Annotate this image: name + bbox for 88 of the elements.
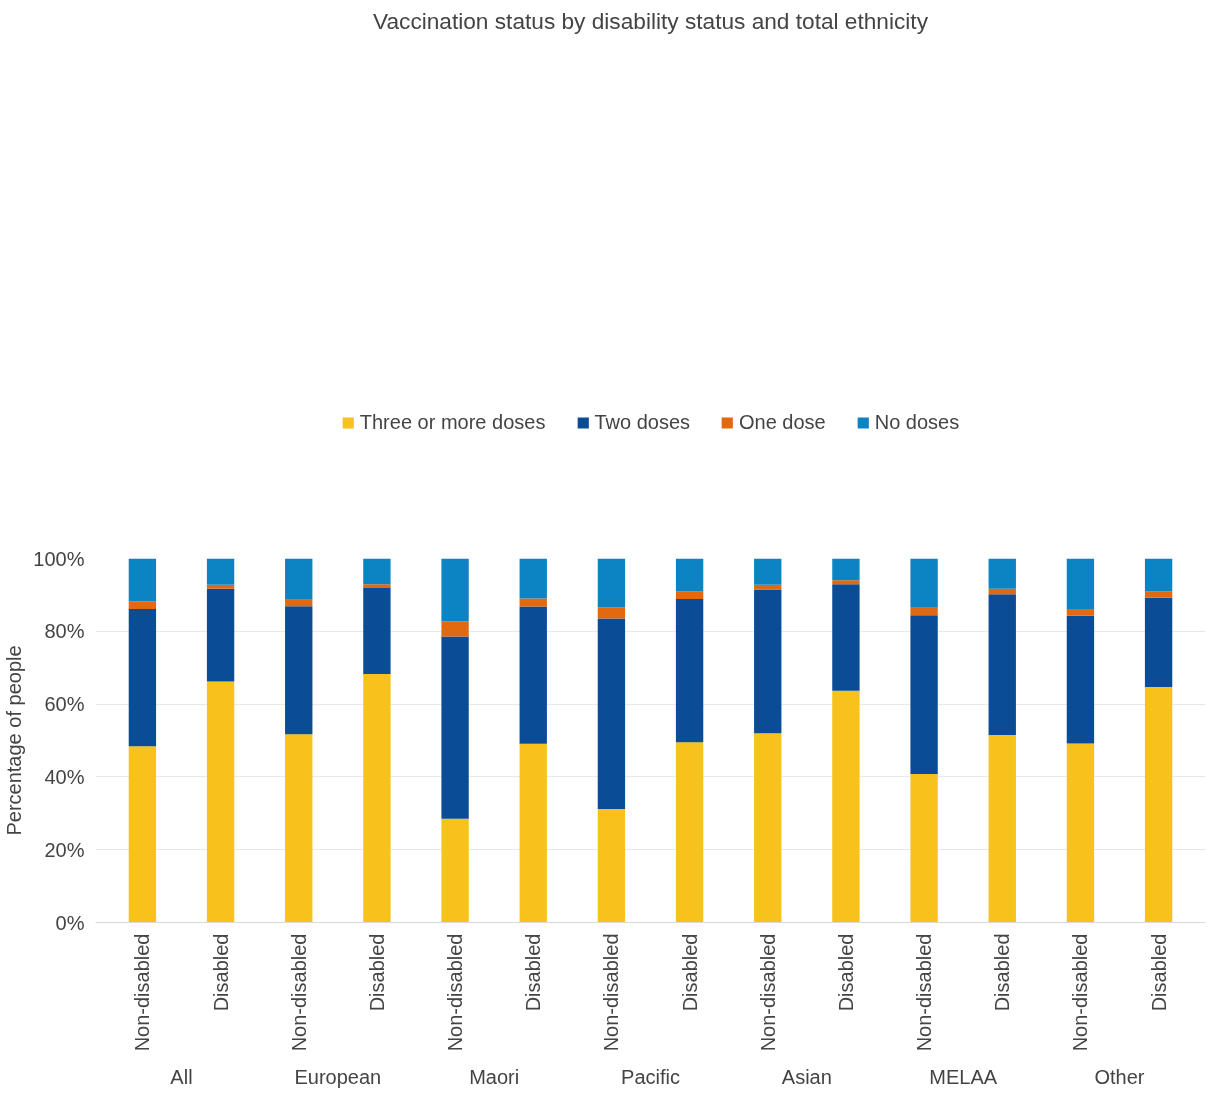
legend-label: Two doses [594, 410, 691, 434]
bar [128, 601, 157, 610]
bar [363, 584, 391, 588]
bar [519, 606, 547, 744]
x-tick-label: Non-disabled [600, 933, 623, 1052]
bar [988, 594, 1016, 736]
bar [363, 673, 391, 923]
bar [675, 742, 704, 923]
x-tick-label: Non-disabled [131, 933, 154, 1052]
bar [363, 558, 391, 585]
y-axis-title: Percentage of people [3, 645, 26, 836]
y-tick-label: 80% [44, 620, 85, 643]
legend-label: One dose [739, 410, 826, 434]
y-tick-label: 40% [44, 765, 85, 788]
bar [675, 558, 704, 592]
text: Asian [781, 1065, 832, 1088]
bar [675, 598, 704, 743]
bar [285, 558, 313, 600]
bar [441, 818, 469, 923]
bar [597, 808, 626, 923]
bar [206, 681, 235, 923]
bar [832, 690, 860, 923]
x-tick-label: Non-disabled [913, 933, 936, 1052]
text: MELAA [929, 1065, 998, 1088]
bar [754, 589, 782, 734]
y-tick-label: 0% [55, 911, 85, 934]
text: Other [1094, 1065, 1145, 1088]
bar [519, 558, 547, 599]
x-tick-label: Disabled [834, 933, 857, 1012]
x-tick-label: Disabled [365, 933, 388, 1012]
bar [519, 598, 547, 607]
y-tick-label: 60% [44, 693, 85, 716]
bar [832, 558, 860, 581]
chart-title: Vaccination status by disability status and total ethnicity [373, 7, 929, 34]
bar [910, 615, 938, 774]
x-tick-label: Non-disabled [756, 933, 779, 1052]
bar [1066, 609, 1095, 616]
x-tick-label: Non-disabled [1069, 933, 1092, 1052]
x-tick-label: Disabled [522, 933, 545, 1012]
bar [1144, 597, 1173, 687]
bar [519, 743, 547, 923]
legend-label: Three or more doses [359, 410, 546, 434]
bar [1144, 686, 1173, 923]
bar [1066, 558, 1095, 610]
bar [1066, 743, 1095, 923]
bar [128, 558, 157, 602]
x-tick-label: Non-disabled [444, 933, 467, 1052]
x-tick-label: Disabled [991, 933, 1014, 1012]
bar [988, 735, 1016, 923]
bar [128, 609, 157, 747]
bar [285, 606, 313, 735]
bar [441, 558, 469, 622]
bar [754, 558, 782, 585]
bar [441, 636, 469, 819]
bar [285, 734, 313, 923]
bar [1066, 615, 1095, 744]
bar [910, 773, 938, 923]
bar [832, 580, 860, 585]
bar [597, 618, 626, 809]
bar [988, 558, 1016, 589]
y-tick-label: 20% [44, 838, 85, 861]
x-tick-label: Disabled [678, 933, 701, 1012]
x-tick-label: Disabled [209, 933, 232, 1012]
text: Maori [469, 1065, 520, 1088]
bar [441, 621, 469, 637]
bar [675, 591, 704, 599]
bar [910, 607, 938, 616]
bar [206, 588, 235, 682]
x-tick-label: Disabled [1147, 933, 1170, 1012]
y-tick-label: 100% [33, 547, 85, 570]
bar [1144, 591, 1173, 598]
bar [754, 733, 782, 923]
text: All [170, 1065, 193, 1088]
bar [128, 746, 157, 923]
bar [988, 588, 1016, 595]
bar [832, 584, 860, 691]
bar [206, 584, 235, 589]
bar [285, 599, 313, 607]
bar [363, 587, 391, 674]
bar [597, 558, 626, 608]
text: European [294, 1065, 382, 1088]
x-tick-label: Non-disabled [287, 933, 310, 1052]
bar [597, 607, 626, 619]
legend-label: No doses [874, 410, 960, 434]
bar [1144, 558, 1173, 592]
text: Pacific [621, 1065, 680, 1088]
bar [206, 558, 235, 585]
bar [910, 558, 938, 608]
